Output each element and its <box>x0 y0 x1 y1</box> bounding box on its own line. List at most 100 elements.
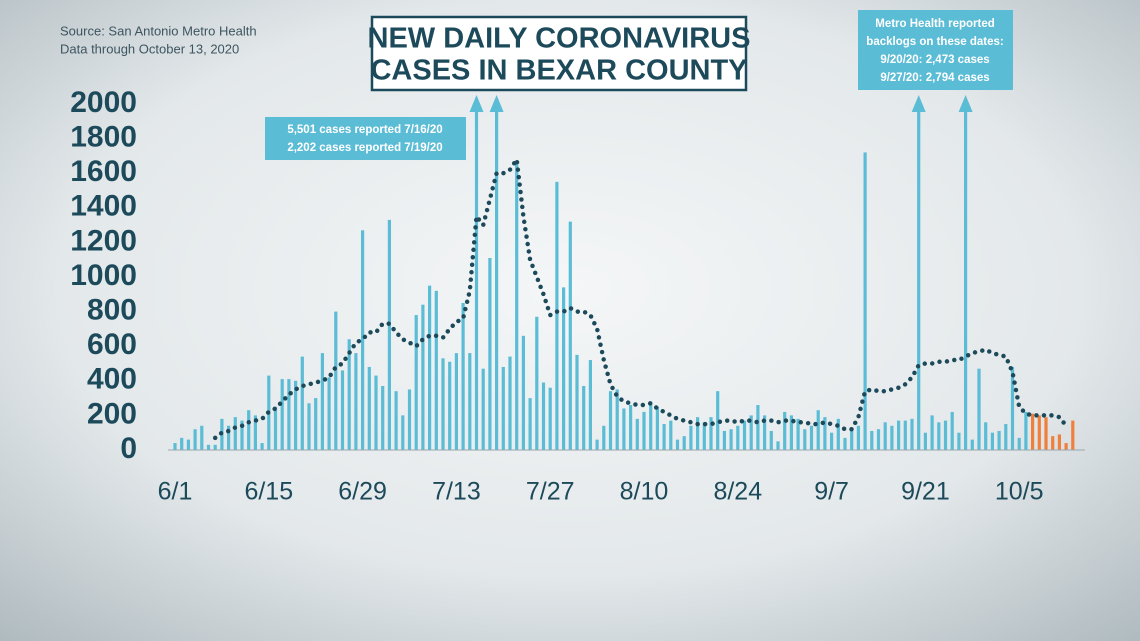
bar <box>434 290 438 450</box>
bar <box>696 417 700 450</box>
x-tick-label: 9/7 <box>814 478 849 506</box>
bar <box>287 379 291 450</box>
y-tick-label: 1200 <box>70 224 137 257</box>
bar <box>923 432 927 450</box>
title-box <box>370 15 748 92</box>
bar <box>260 443 264 450</box>
y-tick-label: 1800 <box>70 121 137 154</box>
bar <box>1057 434 1061 450</box>
bar <box>381 385 385 450</box>
bar <box>1064 443 1068 450</box>
bar <box>876 429 881 450</box>
bar <box>314 398 318 450</box>
bar <box>756 405 760 450</box>
bar <box>950 411 954 450</box>
bar <box>997 430 1001 450</box>
bar <box>421 304 425 450</box>
bar <box>1024 411 1028 450</box>
bar <box>541 382 546 450</box>
bar <box>736 425 740 450</box>
bar <box>649 401 653 450</box>
bar <box>294 380 298 450</box>
bar <box>340 370 345 450</box>
bar <box>816 410 820 450</box>
annotation: backlogs on these dates: <box>866 36 1003 48</box>
y-tick-label: 1000 <box>70 259 137 292</box>
bar <box>428 285 432 450</box>
bar <box>173 443 177 450</box>
average-line <box>212 152 1069 441</box>
bar <box>1037 415 1041 450</box>
bar <box>562 287 566 450</box>
y-tick-label: 800 <box>87 294 137 327</box>
arrow-head <box>469 95 484 112</box>
bar <box>843 437 847 450</box>
bar <box>897 420 901 450</box>
chart-title: NEW DAILY CORONAVIRUS <box>368 23 751 55</box>
bar <box>361 230 365 450</box>
bar <box>528 398 532 450</box>
x-tick-label: 6/29 <box>338 478 387 506</box>
bar <box>602 425 606 450</box>
bar <box>227 425 231 450</box>
bar <box>910 418 914 450</box>
bar <box>903 420 907 450</box>
bar <box>501 366 505 450</box>
annotation: 9/20/20: 2,473 cases <box>880 54 989 66</box>
bar <box>990 432 994 450</box>
bar <box>622 408 626 450</box>
bar <box>206 444 211 450</box>
annotation: Metro Health reported <box>875 18 995 30</box>
annotation-box <box>858 10 1013 90</box>
bar <box>977 368 981 450</box>
bar <box>615 389 619 450</box>
bar <box>468 353 472 450</box>
bar <box>1004 424 1008 450</box>
bar <box>508 356 512 450</box>
bar <box>662 424 666 450</box>
bar <box>582 385 586 450</box>
bar <box>716 391 720 450</box>
bar <box>742 420 747 450</box>
bar <box>495 104 499 450</box>
y-tick-label: 1600 <box>70 155 137 188</box>
bar <box>836 418 840 450</box>
bar <box>870 430 874 450</box>
bar <box>642 411 646 450</box>
y-tick-label: 600 <box>87 328 137 361</box>
bar <box>535 316 539 450</box>
bar <box>937 422 941 450</box>
x-tick-label: 7/13 <box>432 478 481 506</box>
bar <box>823 417 827 450</box>
bar <box>193 429 197 450</box>
source: Source: San Antonio Metro Health <box>60 23 257 38</box>
bar <box>1031 413 1035 450</box>
x-tick-label: 8/10 <box>620 478 669 506</box>
bar <box>763 415 767 450</box>
x-tick-label: 8/24 <box>713 478 762 506</box>
bar <box>1071 420 1075 450</box>
bar <box>320 353 324 450</box>
bar <box>850 427 854 450</box>
bar <box>273 406 278 450</box>
bar <box>689 425 693 450</box>
bar <box>488 257 492 450</box>
bar <box>354 353 358 450</box>
bar <box>608 391 613 450</box>
bar <box>789 415 793 450</box>
bar <box>984 422 988 450</box>
bar <box>917 104 921 450</box>
bar <box>635 418 639 450</box>
x-tick-label: 7/27 <box>526 478 575 506</box>
bar <box>180 437 184 450</box>
bar <box>448 361 452 450</box>
bar <box>367 366 371 450</box>
bar <box>186 439 190 450</box>
bar <box>809 425 814 450</box>
bar <box>200 425 204 450</box>
bar <box>233 417 237 450</box>
annotation: 2,202 cases reported 7/19/20 <box>287 142 442 154</box>
bar <box>729 429 733 450</box>
bar <box>334 311 338 450</box>
